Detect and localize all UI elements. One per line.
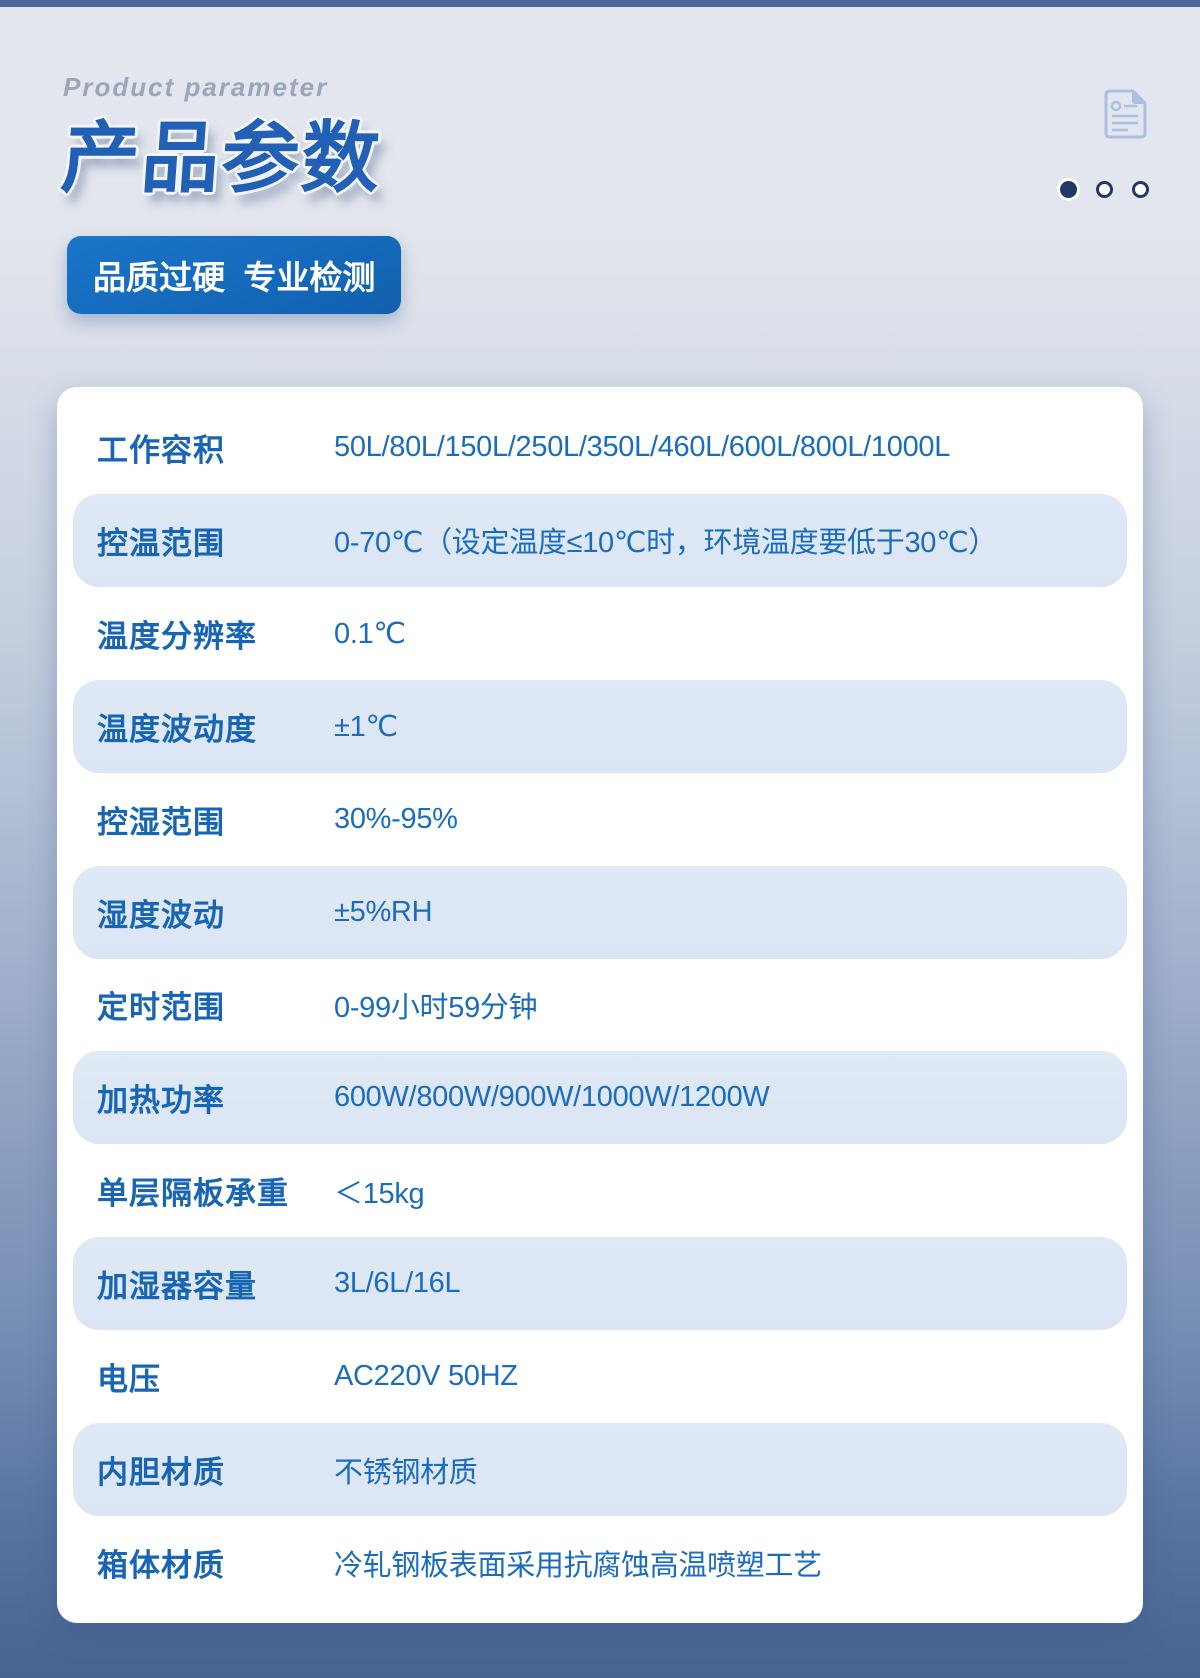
- row-label: 定时范围: [97, 990, 225, 1026]
- table-row: 控温范围 0-70℃（设定温度≤10℃时，环境温度要低于30℃）: [73, 493, 1127, 587]
- table-row: 加热功率 600W/800W/900W/1000W/1200W: [73, 1051, 1127, 1145]
- top-accent-bar: [0, 0, 1200, 7]
- table-row: 工作容积 50L/80L/150L/250L/350L/460L/600L/800…: [73, 401, 1127, 494]
- row-value: 冷轧钢板表面采用抗腐蚀高温喷塑工艺: [334, 1549, 822, 1582]
- pagination-dot-1[interactable]: [1060, 181, 1077, 198]
- row-label: 内胆材质: [97, 1455, 225, 1491]
- row-value: 600W/800W/900W/1000W/1200W: [334, 1081, 770, 1114]
- table-row: 电压 AC220V 50HZ: [73, 1330, 1127, 1423]
- row-value: 30%-95%: [334, 802, 458, 835]
- row-value: AC220V 50HZ: [334, 1360, 518, 1393]
- page-title: 产品参数: [58, 114, 385, 202]
- row-value: 0-99小时59分钟: [334, 991, 538, 1024]
- row-value: ＜15kg: [334, 1177, 425, 1210]
- table-row: 控湿范围 30%-95%: [73, 773, 1127, 866]
- row-label: 单层隔板承重: [97, 1176, 289, 1212]
- table-row: 内胆材质 不锈钢材质: [73, 1423, 1127, 1517]
- row-label: 箱体材质: [97, 1548, 225, 1584]
- row-value: 不锈钢材质: [334, 1456, 478, 1489]
- row-label: 控温范围: [97, 525, 225, 561]
- table-row: 单层隔板承重 ＜15kg: [73, 1144, 1127, 1237]
- pagination-dot-3[interactable]: [1132, 181, 1149, 198]
- table-row: 定时范围 0-99小时59分钟: [73, 959, 1127, 1052]
- row-label: 加湿器容量: [97, 1269, 257, 1305]
- row-label: 电压: [97, 1362, 161, 1398]
- row-value: ±1℃: [334, 710, 398, 743]
- document-icon: [1102, 88, 1148, 140]
- row-value: 0-70℃（设定温度≤10℃时，环境温度要低于30℃）: [334, 527, 998, 560]
- row-value: 50L/80L/150L/250L/350L/460L/600L/800L/10…: [334, 430, 951, 463]
- row-label: 温度波动度: [97, 711, 257, 747]
- carousel-pagination: [1060, 181, 1149, 198]
- eyebrow-text: Product parameter: [63, 72, 329, 102]
- row-label: 湿度波动: [97, 897, 225, 933]
- table-row: 温度波动度 ±1℃: [73, 679, 1127, 773]
- row-label: 工作容积: [97, 432, 225, 468]
- table-row: 温度分辨率 0.1℃: [73, 587, 1127, 680]
- row-label: 加热功率: [97, 1083, 225, 1119]
- table-row: 加湿器容量 3L/6L/16L: [73, 1237, 1127, 1331]
- row-label: 控湿范围: [97, 804, 225, 840]
- parameter-table-card: 工作容积 50L/80L/150L/250L/350L/460L/600L/800…: [57, 387, 1143, 1623]
- pagination-dot-2[interactable]: [1096, 181, 1113, 198]
- row-label: 温度分辨率: [97, 618, 257, 654]
- quality-badge: 品质过硬 专业检测: [67, 236, 402, 314]
- row-value: ±5%RH: [334, 895, 433, 928]
- table-row: 湿度波动 ±5%RH: [73, 865, 1127, 959]
- table-row: 箱体材质 冷轧钢板表面采用抗腐蚀高温喷塑工艺: [73, 1516, 1127, 1609]
- row-value: 0.1℃: [334, 617, 406, 650]
- row-value: 3L/6L/16L: [334, 1267, 461, 1300]
